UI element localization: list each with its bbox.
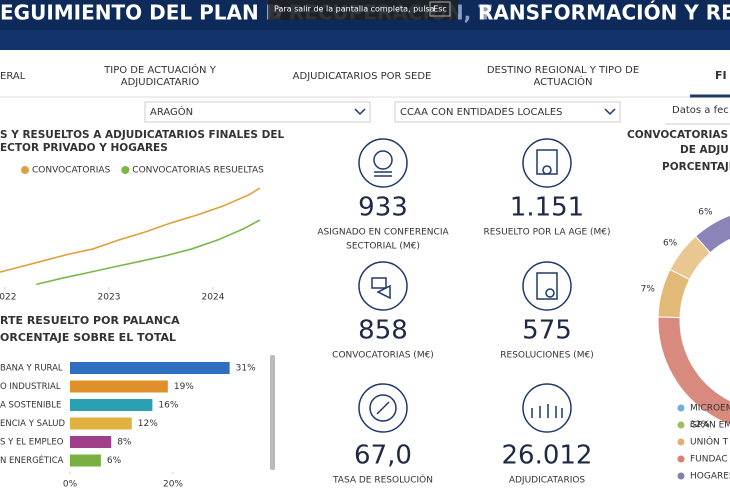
bar: [70, 417, 132, 430]
value-label: 31%: [236, 364, 256, 374]
kpi-label: RESOLUCIONES (M€): [500, 351, 593, 361]
dropdown[interactable]: [144, 101, 371, 123]
chevron: [604, 108, 616, 116]
x-tick-label: 0%: [63, 480, 78, 490]
slice-label: 6%: [698, 207, 713, 217]
x-tick-label: 20%: [163, 480, 183, 490]
kpi-value: 1.151: [510, 193, 584, 223]
chart-title: DE ADJU: [680, 144, 729, 156]
legend-marker: [677, 421, 685, 429]
category-label: S Y EL EMPLEO: [0, 438, 64, 448]
category-label: N ENERGÉTICA: [0, 454, 64, 466]
x-tick-label: 2024: [202, 293, 225, 303]
value-label: 6%: [107, 456, 122, 466]
kpi-label: RESUELTO POR LA AGE (M€): [483, 228, 610, 238]
chart-title: ORCENTAJE SOBRE EL TOTAL: [0, 331, 176, 344]
kpi-value: 933: [358, 193, 408, 223]
tab-label: DESTINO REGIONAL Y TIPO DE: [487, 65, 639, 76]
dropdown-value: ARAGÓN: [150, 105, 193, 118]
legend-label: HOGARES: [690, 472, 730, 482]
tab-label: FI: [715, 69, 727, 82]
key-text: Esc: [433, 5, 447, 14]
kpi-label: ASIGNADO EN CONFERENCIA: [317, 228, 449, 238]
bar: [70, 362, 230, 374]
title: RANSFORMACIÓN Y RES: [478, 1, 730, 25]
donut-slice: [657, 268, 691, 319]
legend-marker: [21, 166, 29, 174]
category-label: BANA Y RURAL: [0, 364, 63, 374]
slice-label: 32%: [690, 420, 710, 430]
bar: [70, 454, 101, 467]
chart-title: S Y RESUELTOS A ADJUDICATARIOS FINALES D…: [0, 129, 285, 141]
category-label: A SOSTENIBLE: [0, 401, 61, 411]
legend-label: FUNDAC: [690, 455, 728, 465]
tab-label: ERAL: [0, 71, 26, 82]
chart-title: PORCENTAJE: [662, 161, 730, 173]
fullscreen-notice: [268, 0, 458, 20]
date-note: Datos a fec: [672, 105, 729, 116]
slice-label: 6%: [663, 239, 678, 249]
kpi-label: TASA DE RESOLUCIÓN: [332, 474, 433, 486]
chart-title: ECTOR PRIVADO Y HOGARES: [0, 142, 168, 154]
chart-title: RTE RESUELTO POR PALANCA: [0, 314, 180, 327]
legend-label: MICROEM: [690, 404, 730, 414]
line-series: [36, 219, 261, 286]
bar: [70, 436, 112, 448]
kpi-label: CONVOCATORIAS (M€): [332, 351, 434, 361]
kpi-value: 26.012: [502, 441, 593, 471]
scrollbar[interactable]: [270, 355, 275, 470]
title: EGUIMIENTO DEL PLAN D: [0, 1, 282, 25]
dropdown-value: CCAA CON ENTIDADES LOCALES: [400, 107, 563, 118]
legend-marker: [121, 166, 130, 174]
legend-marker: [677, 438, 685, 446]
kpi-value: 575: [522, 316, 572, 346]
x-tick-label: 2023: [98, 293, 121, 303]
bar: [70, 380, 168, 393]
category-label: O INDUSTRIAL: [0, 382, 61, 392]
kpi-value: 67,0: [354, 441, 412, 471]
legend-label: GRAN EM: [690, 421, 730, 431]
donut-slice: [657, 316, 730, 426]
chevron: [354, 108, 366, 116]
value-label: 19%: [174, 382, 194, 392]
value-label: 8%: [117, 438, 132, 448]
legend-label: UNIÓN T: [690, 436, 729, 448]
line-series: [0, 187, 261, 273]
tab-label: TIPO DE ACTUACIÓN Y: [103, 63, 217, 76]
icons: [358, 138, 572, 433]
legend-label: CONVOCATORIAS RESUELTAS: [132, 166, 264, 176]
kpi-value: 858: [358, 316, 408, 346]
kpi-label: ADJUDICATARIOS: [509, 476, 586, 486]
chart-title: CONVOCATORIAS POR: [627, 129, 730, 141]
value-label: 12%: [138, 419, 158, 429]
legend-label: CONVOCATORIAS: [32, 166, 111, 176]
kpi-label: SECTORIAL (M€): [346, 242, 420, 252]
notice-text: Para salir de la pantalla completa, puls…: [274, 5, 435, 14]
tab-label: ADJUDICATARIO: [121, 77, 200, 88]
key-box: [429, 1, 451, 17]
dropdown[interactable]: [394, 101, 621, 123]
tab-label: ADJUDICATARIOS POR SEDE: [293, 71, 432, 82]
header-band: [0, 30, 730, 50]
value-label: 16%: [158, 401, 178, 411]
legend-marker: [677, 472, 685, 480]
legend-marker: [677, 404, 685, 412]
category-label: ENCIA Y SALUD: [0, 419, 65, 429]
x-tick-label: 2022: [0, 293, 16, 303]
bar: [70, 399, 153, 411]
legend-marker: [677, 455, 685, 463]
slice-label: 7%: [641, 285, 656, 295]
tab-label: ACTUACIÓN: [533, 75, 592, 88]
